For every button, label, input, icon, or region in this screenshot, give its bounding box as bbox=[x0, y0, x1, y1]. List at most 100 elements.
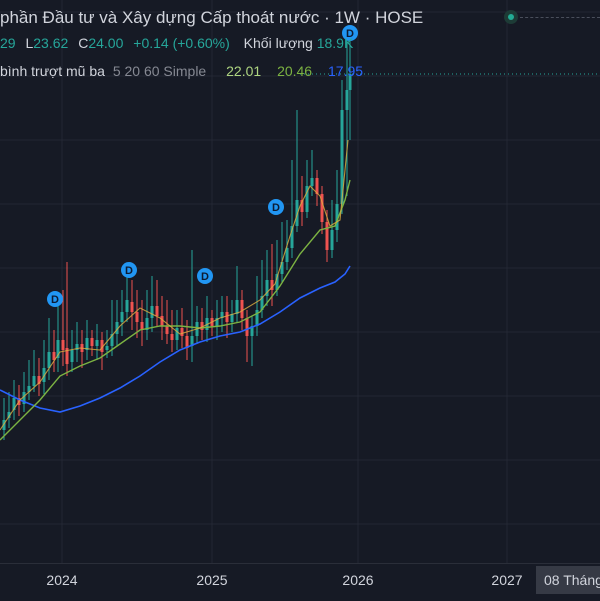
candle-body bbox=[160, 316, 164, 326]
candle-body bbox=[335, 204, 339, 230]
candle-body bbox=[135, 312, 139, 322]
candle-body bbox=[110, 334, 114, 346]
ma-mid-value: 20.46 bbox=[277, 63, 313, 79]
ma-indicator-params: 5 20 60 Simple bbox=[112, 63, 207, 79]
candle-body bbox=[130, 302, 134, 312]
candle-body bbox=[255, 310, 259, 326]
candle-body bbox=[290, 226, 294, 248]
candle-body bbox=[120, 312, 124, 322]
open-value: 29 bbox=[0, 35, 16, 51]
dividend-marker-label: D bbox=[125, 265, 133, 277]
candle-body bbox=[340, 110, 344, 204]
dividend-marker-icon bbox=[121, 262, 137, 278]
candle-body bbox=[215, 318, 219, 326]
candle-body bbox=[348, 74, 352, 90]
candle-body bbox=[190, 336, 194, 346]
ohlc-legend: 29 L23.62 C24.00 +0.14 (+0.60%) Khối lượ… bbox=[0, 34, 353, 52]
candle-body bbox=[42, 368, 46, 382]
candle-body bbox=[115, 322, 119, 334]
candle-body bbox=[235, 300, 239, 314]
ma-legend[interactable]: bình trượt mũ ba 5 20 60 Simple 22.01 20… bbox=[0, 62, 363, 80]
time-label-2026: 2026 bbox=[342, 572, 374, 588]
candle-body bbox=[345, 90, 349, 110]
candle-body bbox=[56, 340, 60, 358]
dividend-marker-label: D bbox=[201, 271, 209, 283]
change-value: +0.14 (+0.60%) bbox=[133, 35, 230, 51]
candle-body bbox=[125, 300, 129, 312]
candle-body bbox=[22, 392, 26, 404]
candle-body bbox=[270, 280, 274, 290]
candle-body bbox=[180, 328, 184, 336]
candle-body bbox=[185, 336, 189, 348]
time-label-2027: 2027 bbox=[491, 572, 523, 588]
candle-body bbox=[2, 420, 6, 430]
candle-body bbox=[285, 248, 289, 262]
ma-slow-line bbox=[0, 265, 351, 413]
candle-body bbox=[32, 376, 36, 386]
close-label: C bbox=[78, 35, 89, 51]
candle-body bbox=[220, 312, 224, 318]
candle-body bbox=[52, 352, 56, 360]
low-label: L bbox=[25, 35, 34, 51]
candle-body bbox=[310, 178, 314, 186]
candle-body bbox=[85, 338, 89, 350]
time-axis[interactable]: 2024 2025 2026 2027 bbox=[0, 563, 600, 601]
ma-mid-line bbox=[0, 179, 351, 441]
candle-body bbox=[260, 296, 264, 310]
candle-body bbox=[75, 344, 79, 350]
candle-body bbox=[280, 262, 284, 274]
candle-body bbox=[320, 194, 324, 222]
dividend-marker-label: D bbox=[51, 294, 59, 306]
candle-body bbox=[225, 312, 229, 322]
ma-fast-value: 22.01 bbox=[226, 63, 262, 79]
candle-body bbox=[12, 398, 16, 410]
candle-body bbox=[155, 306, 159, 316]
candle-body bbox=[265, 280, 269, 296]
dividend-marker-icon bbox=[47, 291, 63, 307]
time-label-2024: 2024 bbox=[46, 572, 78, 588]
candle-body bbox=[140, 322, 144, 330]
candle-body bbox=[105, 346, 109, 350]
market-status-icon bbox=[504, 10, 518, 24]
crosshair-time-label: 08 Tháng bbox=[536, 566, 600, 594]
candle-body bbox=[47, 352, 51, 368]
candle-body bbox=[27, 386, 31, 392]
candle-body bbox=[245, 318, 249, 336]
volume-value: 18.9K bbox=[316, 35, 354, 51]
candle-body bbox=[295, 200, 299, 226]
dividend-marker-icon bbox=[342, 25, 358, 41]
dividend-marker-label: D bbox=[346, 28, 354, 40]
time-label-2025: 2025 bbox=[196, 572, 228, 588]
candle-body bbox=[150, 306, 154, 318]
volume-label: Khối lượng bbox=[243, 35, 313, 51]
candle-body bbox=[145, 318, 149, 330]
candle-body bbox=[165, 326, 169, 334]
candle-body bbox=[95, 340, 99, 346]
candle-body bbox=[305, 186, 309, 212]
dividend-marker-icon bbox=[197, 268, 213, 284]
dividend-marker-icon bbox=[268, 199, 284, 215]
candle-body bbox=[61, 340, 65, 350]
candle-body bbox=[65, 348, 69, 364]
candle-body bbox=[100, 340, 104, 352]
symbol-title: phần Đầu tư và Xây dựng Cấp thoát nước ·… bbox=[0, 8, 424, 27]
candle-body bbox=[325, 222, 329, 250]
title-divider bbox=[520, 17, 600, 18]
chart-area[interactable]: D D D D D bbox=[0, 0, 600, 563]
candle-body bbox=[300, 200, 304, 212]
low-value: 23.62 bbox=[33, 35, 69, 51]
dividend-marker-label: D bbox=[272, 202, 280, 214]
candle-body bbox=[240, 300, 244, 318]
ma-indicator-name: bình trượt mũ ba bbox=[0, 63, 105, 79]
ma-fast-line bbox=[0, 139, 349, 431]
price-chart[interactable]: D D D D D bbox=[0, 0, 600, 563]
close-value: 24.00 bbox=[88, 35, 124, 51]
candle-body bbox=[170, 334, 174, 340]
candle-body bbox=[175, 328, 179, 340]
candle-body bbox=[37, 376, 41, 384]
candle-body bbox=[250, 326, 254, 336]
candle-body bbox=[70, 350, 74, 362]
candle-body bbox=[7, 412, 11, 418]
candle-body bbox=[330, 230, 334, 250]
candle-body bbox=[275, 274, 279, 290]
